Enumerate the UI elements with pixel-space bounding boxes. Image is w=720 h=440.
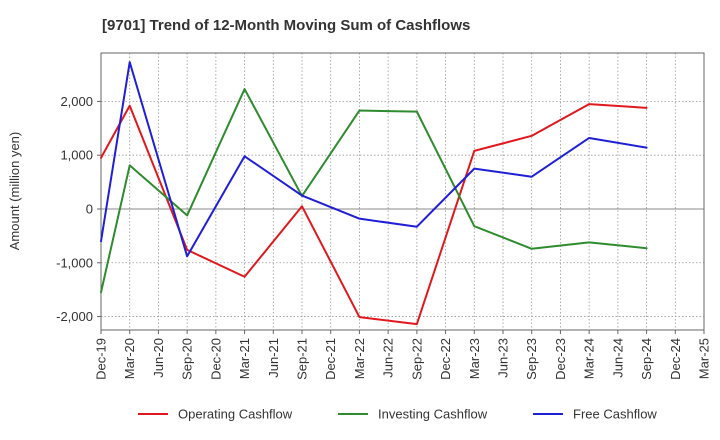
x-tick-label: Dec-23: [553, 338, 568, 380]
x-tick-label: Mar-21: [237, 338, 252, 379]
plot-area: -2,000 -1,000 0 1,000 2,000 Dec-19 Mar-20 Jun-2…: [56, 52, 712, 380]
x-tick-label: Dec-20: [208, 338, 223, 380]
x-tick-label: Dec-21: [323, 338, 338, 380]
series-line-investing-cashflow: [100, 88, 648, 294]
x-tick-label: Jun-21: [266, 338, 281, 378]
x-tick-label: Dec-24: [668, 338, 683, 380]
x-tick-label: Sep-22: [409, 338, 424, 380]
y-tick-label: 1,000: [60, 148, 93, 163]
x-tick-label: Jun-23: [496, 338, 511, 378]
x-tick-label: Jun-24: [610, 338, 625, 378]
x-tick-label: Mar-25: [697, 338, 712, 379]
x-tick-label: Jun-20: [151, 338, 166, 378]
series-line-free-cashflow: [100, 61, 648, 258]
series-line-operating-cashflow: [100, 103, 648, 326]
plot-frame: [100, 52, 705, 331]
x-tick-label: Dec-19: [94, 338, 109, 380]
x-tick-label: Jun-22: [381, 338, 396, 378]
legend-label: Investing Cashflow: [378, 407, 488, 422]
legend: Operating Cashflow Investing Cashflow Free…: [138, 407, 657, 422]
x-tick-label: Sep-20: [180, 338, 195, 380]
legend-label: Free Cashflow: [573, 407, 657, 422]
chart-title: [9701] Trend of 12-Month Moving Sum of C…: [102, 17, 470, 34]
y-axis-title: Amount (million yen): [7, 132, 22, 251]
x-tick-label: Sep-24: [639, 338, 654, 380]
legend-label: Operating Cashflow: [178, 407, 293, 422]
x-tick-label: Mar-23: [467, 338, 482, 379]
x-tick-label: Mar-22: [352, 338, 367, 379]
x-tick-label: Sep-21: [295, 338, 310, 380]
plot-background: [101, 53, 704, 330]
x-tick-label: Mar-20: [122, 338, 137, 379]
y-tick-label: -1,000: [56, 255, 93, 270]
y-tick-label: -2,000: [56, 309, 93, 324]
x-tick-label: Sep-23: [524, 338, 539, 380]
y-tick-label: 2,000: [60, 94, 93, 109]
x-tick-label: Dec-22: [438, 338, 453, 380]
y-tick-label: 0: [86, 201, 93, 216]
x-tick-label: Mar-24: [582, 338, 597, 379]
